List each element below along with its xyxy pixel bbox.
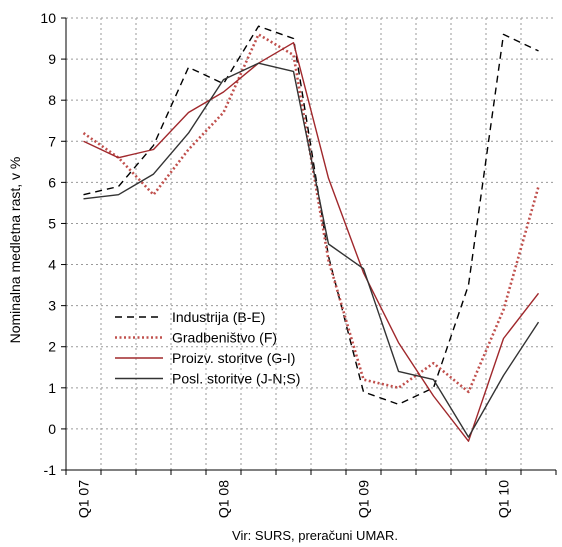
series-line-3 [83, 62, 540, 438]
x-axis-ticks: Q1 07 Q1 08 Q1 09 Q1 10 [76, 480, 512, 518]
axes [61, 17, 557, 475]
source-note: Vir: SURS, preračuni UMAR. [232, 528, 398, 543]
legend: Industrija (B-E) Gradbeništvo (F) Proizv. … [115, 309, 300, 387]
legend-label-0: Industrija (B-E) [172, 309, 265, 325]
y-tick-label: 7 [48, 133, 56, 149]
y-tick-label: 4 [48, 257, 56, 273]
y-axis-ticks: -1 0 1 2 3 4 5 6 7 8 9 10 [40, 10, 56, 478]
y-tick-label: 6 [48, 174, 56, 190]
y-tick-label: 8 [48, 92, 56, 108]
legend-label-1: Gradbeništvo (F) [172, 330, 277, 346]
series-line-2 [83, 42, 540, 442]
y-tick-label: 9 [48, 51, 56, 67]
series-line-0 [83, 25, 539, 405]
y-tick-label: 0 [48, 421, 56, 437]
legend-label-2: Proizv. storitve (G-I) [172, 350, 295, 366]
x-tick-label: Q1 09 [356, 480, 372, 518]
y-tick-label: 2 [48, 339, 56, 355]
x-tick-label: Q1 10 [496, 480, 512, 518]
y-tick-label: -1 [44, 462, 57, 478]
y-tick-label: 10 [40, 10, 56, 26]
y-axis-title: Nominalna medletna rast, v % [7, 157, 23, 344]
grid-lines [66, 17, 556, 471]
y-tick-label: 1 [48, 380, 56, 396]
series-lines [82, 25, 540, 442]
y-tick-label: 3 [48, 298, 56, 314]
x-tick-label: Q1 07 [76, 480, 92, 518]
legend-label-3: Posl. storitve (J-N;S) [172, 371, 300, 387]
x-tick-label: Q1 08 [216, 480, 232, 518]
y-tick-label: 5 [48, 215, 56, 231]
